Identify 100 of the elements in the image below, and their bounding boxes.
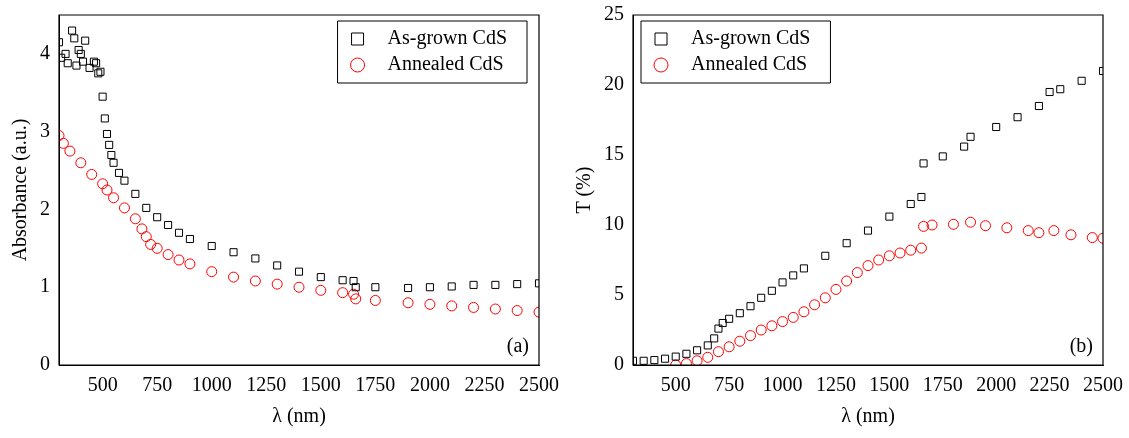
annotation: (a) [506,334,529,358]
point [85,63,94,72]
legend-label: Annealed CdS [691,52,808,75]
point [140,231,152,243]
point [100,114,109,123]
point [70,34,79,43]
point [92,59,101,68]
point [120,176,129,185]
x-tick-label: 1750 [355,373,396,396]
x-axis-title: λ (nm) [272,404,326,428]
point [102,129,112,139]
x-tick-label: 1250 [246,373,287,396]
point [294,267,304,276]
point [136,223,148,235]
point [710,334,719,343]
point [107,150,116,160]
point [207,241,216,251]
y-tick-label: 4 [40,41,50,64]
point [938,152,947,161]
point [778,278,787,287]
point [1034,101,1043,111]
point [371,283,380,292]
x-tick-label: 500 [87,373,118,396]
x-axis-title: λ (nm) [841,404,895,428]
point [469,280,478,289]
point [78,57,88,66]
point [809,299,821,311]
point [905,244,917,256]
point [97,178,109,190]
point [174,228,184,237]
point [789,271,798,280]
point [338,276,347,285]
point [1013,113,1022,122]
x-tick-label: 750 [714,373,745,396]
point [777,316,789,328]
point [425,283,434,292]
point [702,351,714,363]
x-tick-label: 2250 [1029,373,1070,396]
point [489,303,501,315]
point [883,250,895,262]
x-tick-label: 500 [660,373,691,396]
point [446,300,458,312]
point [980,220,991,232]
point [101,184,113,196]
point [142,203,151,212]
y-tick-label: 1 [40,274,50,297]
point [293,281,305,293]
point [723,341,735,353]
point [348,288,360,300]
point [468,301,480,313]
point [873,254,885,266]
x-tick-label: 1250 [815,373,856,396]
point [650,356,659,365]
point [1077,76,1086,85]
annotation: (b) [1069,334,1093,358]
point [271,278,283,290]
y-tick-label: 20 [604,72,624,95]
x-tick-label: 2500 [1083,373,1123,396]
point [75,157,87,169]
point [947,218,959,230]
point [1001,222,1013,234]
legend-label: As-grown CdS [691,26,811,50]
point [511,305,523,317]
point [1048,225,1060,237]
point [755,324,767,336]
point [906,199,915,209]
y-tick-label: 3 [40,118,50,141]
point [349,276,358,286]
point [64,145,76,157]
y-tick-label: 2 [40,196,50,219]
point [1022,225,1034,237]
point [249,275,261,287]
point [513,280,522,289]
point [787,311,799,323]
point [81,36,90,45]
point [918,220,930,232]
point [350,293,362,305]
point [109,158,118,167]
point [1086,232,1098,244]
x-tick-label: 2000 [409,373,450,396]
point [1033,227,1045,239]
x-tick-label: 1000 [191,373,232,396]
x-tick-label: 1500 [300,373,341,396]
point [59,137,69,149]
point [86,168,98,180]
point [682,349,691,358]
point [725,314,734,323]
point [714,324,723,333]
point [919,159,928,168]
y-tick-label: 10 [604,212,624,235]
point [131,189,140,198]
point [105,140,114,149]
point [965,216,977,228]
x-tick-label: 2500 [519,373,559,396]
point [830,283,842,295]
legend-label: As-grown CdS [387,26,507,50]
point [842,239,851,248]
point [926,219,938,231]
x-tick-label: 1750 [922,373,963,396]
point [74,45,83,55]
